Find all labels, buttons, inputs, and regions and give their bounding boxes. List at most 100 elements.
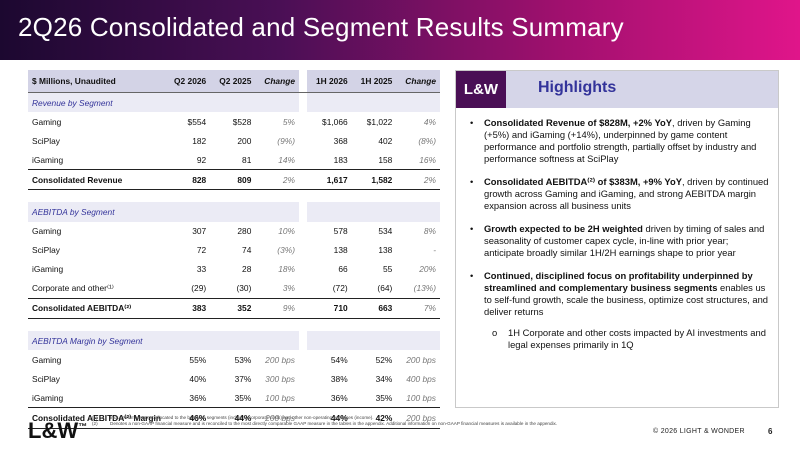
row-label: Consolidated AEBITDA⁽²⁾ Margin bbox=[28, 407, 165, 429]
h-change-value: 2% bbox=[396, 169, 440, 191]
table-section-row: AEBITDA Margin by Segment bbox=[28, 331, 440, 351]
highlight-text: enables us to self-fund growth, scale th… bbox=[484, 282, 768, 317]
table-row: iGaming 33 28 18% 66 55 20% bbox=[28, 259, 440, 279]
q2-2026-value: $554 bbox=[187, 116, 207, 127]
highlight-text: , driven by Gaming (+5%) and iGaming (+1… bbox=[484, 117, 757, 164]
table-total-row: Consolidated AEBITDA⁽²⁾ Margin 46% 44% 200 … bbox=[28, 407, 440, 429]
header-1h-2025: 1H 2025 bbox=[351, 70, 397, 93]
header-1h-2026: 1H 2026 bbox=[306, 70, 352, 93]
h-change-value: 20% bbox=[419, 264, 436, 275]
q-change-value: 300 bps bbox=[265, 373, 295, 384]
highlight-text: driven by timing of sales and seasonalit… bbox=[484, 223, 765, 258]
q2-2026-value: 40% bbox=[189, 373, 207, 384]
results-table: $ Millions, Unaudited Q2 2026 Q2 2025 Ch… bbox=[28, 70, 440, 429]
row-label: Consolidated AEBITDA⁽²⁾ bbox=[28, 297, 165, 320]
1h-2026-value: 1,617 bbox=[306, 169, 352, 191]
1h-2026-value: 578 bbox=[333, 226, 348, 237]
q2-2025-value: 74 bbox=[242, 245, 252, 256]
h-change-value: 400 bps bbox=[406, 373, 436, 384]
q2-2025-value: 53% bbox=[234, 354, 252, 365]
1h-2025-value: 55 bbox=[383, 264, 393, 275]
table-row: Corporate and other⁽¹⁾ (29) (30) 3% (72) (64)… bbox=[28, 278, 440, 299]
1h-2025-value: 34% bbox=[375, 373, 393, 384]
q-change-value: 200 bps bbox=[265, 354, 295, 365]
footer-logo-text: L&W bbox=[28, 418, 79, 443]
row-label: iGaming bbox=[32, 264, 64, 275]
q-change-value: 18% bbox=[278, 264, 295, 275]
1h-2026-value: 710 bbox=[306, 297, 352, 320]
h-change-value: 200 bps bbox=[406, 354, 436, 365]
q2-2026-value: 55% bbox=[189, 354, 207, 365]
footnote-number: (1) bbox=[92, 415, 98, 420]
footnote: (2) Denotes a non-GAAP financial measure … bbox=[92, 421, 612, 427]
section-label: Revenue by Segment bbox=[28, 92, 165, 113]
header-label: $ Millions, Unaudited bbox=[28, 70, 165, 93]
1h-2025-value: 534 bbox=[378, 226, 393, 237]
table-row: Gaming $554 $528 5% $1,066 $1,022 4% bbox=[28, 112, 440, 132]
highlights-header: L&W Highlights bbox=[456, 71, 778, 108]
table-section-row: AEBITDA by Segment bbox=[28, 202, 440, 222]
q-change-value: (9%) bbox=[277, 135, 295, 146]
highlights-panel: L&W Highlights Consolidated Revenue of $… bbox=[455, 70, 779, 408]
h-change-value: (13%) bbox=[413, 283, 436, 294]
q2-2026-value: 828 bbox=[164, 169, 211, 191]
title-banner: 2Q26 Consolidated and Segment Results Su… bbox=[0, 0, 800, 60]
1h-2026-value: 66 bbox=[338, 264, 348, 275]
footer-logo-trademark: ™ bbox=[78, 421, 88, 432]
footnotes: (1) Includes amounts not allocated to the… bbox=[92, 415, 612, 427]
header-q2-2026: Q2 2026 bbox=[164, 70, 211, 93]
1h-2025-value: 138 bbox=[378, 245, 393, 256]
row-label: SciPlay bbox=[32, 245, 60, 256]
1h-2026-value: 54% bbox=[330, 354, 348, 365]
q-change-value: 100 bps bbox=[265, 392, 295, 403]
page-number: 6 bbox=[768, 427, 773, 436]
q-change-value: 200 bps bbox=[255, 407, 299, 429]
q-change-value: 14% bbox=[278, 154, 295, 165]
footnote-number: (2) bbox=[92, 421, 98, 426]
1h-2026-value: 368 bbox=[333, 135, 348, 146]
table-row: Gaming 307 280 10% 578 534 8% bbox=[28, 221, 440, 241]
row-label: Gaming bbox=[32, 116, 62, 127]
h-change-value: - bbox=[433, 245, 436, 256]
highlight-bullet: Growth expected to be 2H weighted driven… bbox=[470, 223, 770, 259]
table-row: SciPlay 72 74 (3%) 138 138 - bbox=[28, 240, 440, 260]
q-change-value: 10% bbox=[278, 226, 295, 237]
row-label: iGaming bbox=[32, 154, 64, 165]
q2-2025-value: $528 bbox=[232, 116, 252, 127]
h-change-value: (8%) bbox=[418, 135, 436, 146]
q2-2026-value: (29) bbox=[191, 283, 207, 294]
table-row: SciPlay 40% 37% 300 bps 38% 34% 400 bps bbox=[28, 369, 440, 389]
highlight-bold: Consolidated Revenue of $828M, +2% YoY bbox=[484, 117, 672, 128]
footnote-text: Includes amounts not allocated to the bu… bbox=[110, 415, 374, 420]
1h-2025-value: 402 bbox=[378, 135, 393, 146]
1h-2025-value: 158 bbox=[378, 154, 393, 165]
highlights-title: Highlights bbox=[538, 79, 617, 96]
table-header-row: $ Millions, Unaudited Q2 2026 Q2 2025 Ch… bbox=[28, 70, 440, 93]
table-row: iGaming 36% 35% 100 bps 36% 35% 100 bps bbox=[28, 388, 440, 408]
highlight-bullet: Continued, disciplined focus on profitab… bbox=[470, 270, 770, 318]
q2-2025-value: 28 bbox=[242, 264, 252, 275]
results-table-container: $ Millions, Unaudited Q2 2026 Q2 2025 Ch… bbox=[28, 70, 440, 429]
1h-2025-value: 52% bbox=[375, 354, 393, 365]
h-change-value: 16% bbox=[419, 154, 436, 165]
highlight-text: , driven by continued growth across Gami… bbox=[484, 176, 769, 211]
q2-2026-value: 33 bbox=[196, 264, 207, 275]
q2-2026-value: 46% bbox=[164, 407, 211, 429]
q2-2026-value: 182 bbox=[192, 135, 207, 146]
lw-logo-icon: L&W bbox=[456, 71, 506, 108]
footnote-text: Denotes a non-GAAP financial measure and… bbox=[110, 421, 558, 426]
copyright: © 2026 LIGHT & WONDER bbox=[653, 428, 745, 435]
q2-2025-value: 200 bbox=[237, 135, 252, 146]
1h-2026-value: 36% bbox=[330, 392, 348, 403]
footer-logo: L&W™ bbox=[28, 418, 87, 444]
1h-2026-value: 44% bbox=[306, 407, 352, 429]
h-change-value: 8% bbox=[423, 226, 436, 237]
q2-2025-value: 35% bbox=[234, 392, 252, 403]
1h-2026-value: (72) bbox=[332, 283, 348, 294]
1h-2025-value: $1,022 bbox=[366, 116, 393, 127]
header-q2-2025: Q2 2025 bbox=[210, 70, 256, 93]
highlight-sub-bullet: 1H Corporate and other costs impacted by… bbox=[470, 327, 770, 351]
q-change-value: 5% bbox=[282, 116, 295, 127]
highlight-bullet: Consolidated Revenue of $828M, +2% YoY, … bbox=[470, 117, 770, 165]
h-change-value: 100 bps bbox=[406, 392, 436, 403]
